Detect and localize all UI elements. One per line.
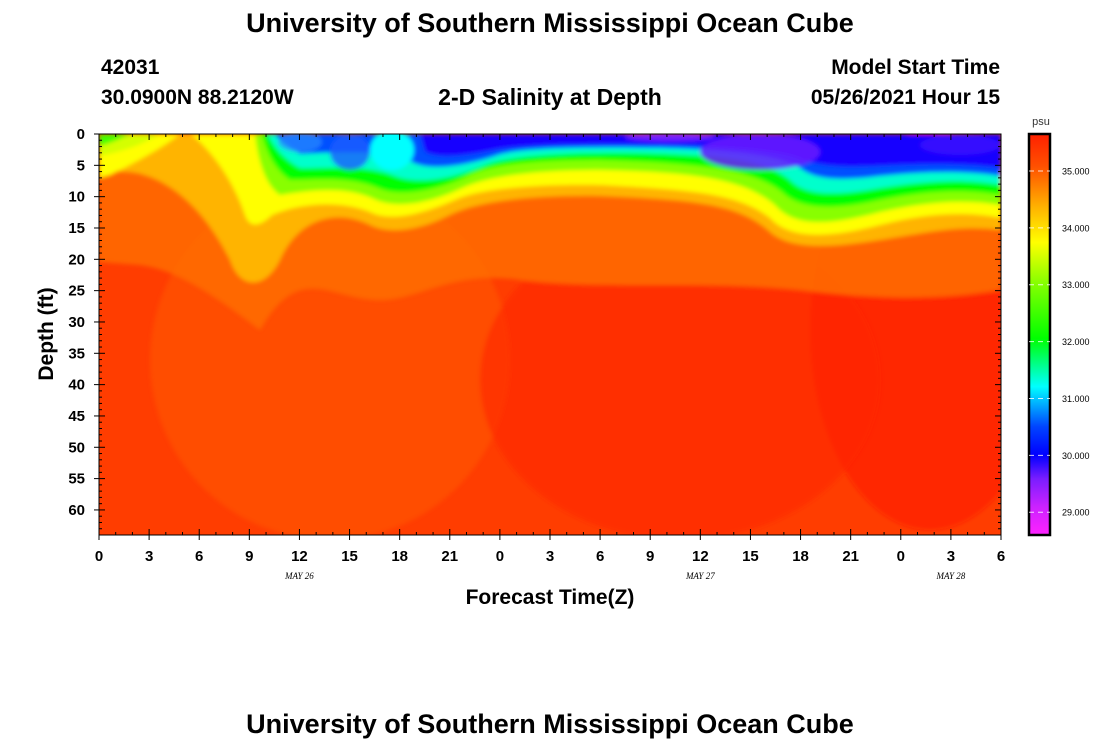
y-tick-label: 30 <box>68 314 85 331</box>
x-tick-label: 6 <box>997 548 1005 565</box>
y-tick-label: 0 <box>77 126 85 143</box>
y-tick-label: 40 <box>68 377 85 394</box>
x-tick-label: 15 <box>341 548 358 565</box>
x-tick-label: 3 <box>145 548 153 565</box>
y-tick-label: 35 <box>68 345 85 362</box>
x-tick-label: 18 <box>391 548 408 565</box>
heatmap-violet-patch <box>700 134 820 170</box>
heatmap-green-corner <box>99 134 130 146</box>
x-tick-label: 21 <box>441 548 458 565</box>
x-tick-label: 9 <box>245 548 253 565</box>
x-tick-label: 6 <box>596 548 604 565</box>
station-location: 30.0900N 88.2120W <box>101 86 294 109</box>
colorbar-frame <box>1027 132 1052 537</box>
x-tick-label: 3 <box>546 548 554 565</box>
heatmap-cyan-patch-18z <box>370 134 414 170</box>
y-tick-label: 50 <box>68 439 85 456</box>
colorbar-unit: psu <box>1032 116 1050 128</box>
date-label: MAY 28 <box>936 571 966 581</box>
heatmap-blue-patch-15z <box>330 134 370 170</box>
y-tick-label: 45 <box>68 408 85 425</box>
heatmap-violet-surface <box>625 134 715 141</box>
date-label: MAY 26 <box>284 571 314 581</box>
model-start-label: Model Start Time <box>831 56 1000 79</box>
heatmap-violet-right <box>920 135 1000 155</box>
colorbar-ticks: 29.000 30.000 31.000 32.000 33.000 34.000 35.0… <box>1029 166 1090 518</box>
date-label: MAY 27 <box>685 571 715 581</box>
x-tick-label: 6 <box>195 548 203 565</box>
x-tick-label: 15 <box>742 548 759 565</box>
colorbar-tick-label: 30.000 <box>1062 451 1090 461</box>
x-axis-title: Forecast Time(Z) <box>466 586 635 609</box>
salinity-heatmap <box>99 134 1001 535</box>
colorbar-tick-label: 34.000 <box>1062 223 1090 233</box>
y-tick-label: 55 <box>68 471 85 488</box>
x-tick-label: 9 <box>646 548 654 565</box>
colorbar-tick-label: 29.000 <box>1062 508 1090 518</box>
x-tick-label: 0 <box>496 548 504 565</box>
y-tick-label: 60 <box>68 502 85 519</box>
colorbar-tick-label: 31.000 <box>1062 394 1090 404</box>
y-tick-label: 25 <box>68 283 85 300</box>
x-tick-label: 3 <box>947 548 955 565</box>
x-tick-label: 12 <box>692 548 709 565</box>
colorbar-tick-label: 35.000 <box>1062 166 1090 176</box>
x-tick-label: 18 <box>792 548 809 565</box>
x-tick-label: 0 <box>95 548 103 565</box>
heatmap-blue-patch-12z <box>278 134 322 152</box>
axes-group: 0 3 6 9 12 15 18 21 0 3 6 9 12 15 18 21 0 3 6 MAY 26 MAY 27 M… <box>68 126 1005 581</box>
x-tick-label: 0 <box>897 548 905 565</box>
plot-title: 2-D Salinity at Depth <box>438 84 662 110</box>
model-start-value: 05/26/2021 Hour 15 <box>810 86 1000 109</box>
footer-title: University of Southern Mississippi Ocean… <box>246 709 854 739</box>
y-axis-title: Depth (ft) <box>35 287 58 380</box>
x-tick-label: 12 <box>291 548 308 565</box>
y-tick-label: 20 <box>68 251 85 268</box>
colorbar-tick-label: 33.000 <box>1062 280 1090 290</box>
station-id: 42031 <box>101 56 160 79</box>
x-tick-label: 21 <box>842 548 859 565</box>
y-tick-label: 10 <box>68 189 85 206</box>
heatmap-deep-blue-band <box>420 134 1001 168</box>
y-tick-label: 15 <box>68 220 85 237</box>
colorbar-tick-label: 32.000 <box>1062 337 1090 347</box>
colorbar <box>1029 134 1050 535</box>
page-title: University of Southern Mississippi Ocean… <box>246 8 854 38</box>
y-tick-label: 5 <box>77 157 85 174</box>
heatmap-deep-red <box>480 220 880 535</box>
